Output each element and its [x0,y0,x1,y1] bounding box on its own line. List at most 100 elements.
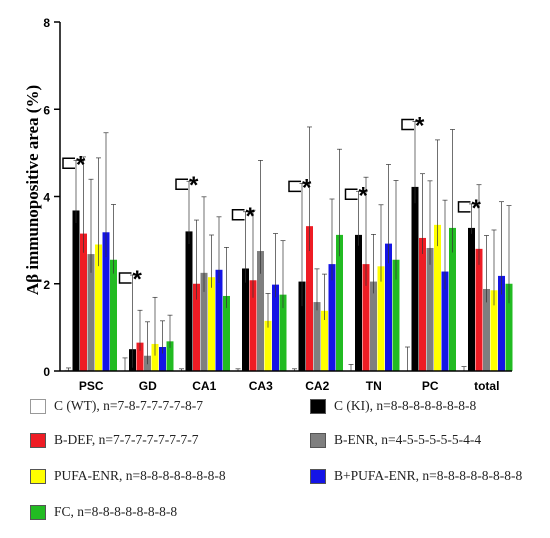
bar [336,234,343,371]
bar [490,290,498,371]
y-tick-label: 6 [43,103,50,117]
y-tick-label: 8 [43,16,50,30]
x-axis: PSC GD CA1 CA3 CA2 TN PC total [60,370,512,393]
bar [306,226,313,371]
significance-bracket [118,272,132,284]
y-tick-label: 0 [43,365,50,379]
bar [72,210,80,371]
bar [377,266,385,371]
y-tick-label: 2 [43,278,50,292]
bar [279,294,287,371]
y-tick-label: 4 [43,191,50,205]
y-axis-title: Aβ immunopositive area (%) [23,85,42,295]
bar [313,302,321,371]
bar [87,254,95,371]
legend-swatch [310,398,326,414]
bar [110,259,117,371]
significance-bracket [288,180,301,193]
bar [166,341,174,371]
significance-star: * [189,172,199,199]
legend: C (WT), n=7-8-7-7-7-7-8-7 C (KI), n=8-8-… [30,396,550,531]
x-tick-label: total [474,379,499,393]
bar [200,272,208,371]
x-tick-label: PSC [79,379,104,393]
legend-label: FC, n=8-8-8-8-8-8-8-8 [54,504,178,519]
bar [498,275,505,371]
legend-item-b-pufa-enr: B+PUFA-ENR, n=8-8-8-8-8-8-8-8 [310,466,522,486]
bar [151,343,159,371]
x-tick-label: TN [366,379,382,393]
bar-chart: 0 2 4 6 8 Aβ immunopositive area (%) * * * * * * *… [23,16,513,393]
bar [355,234,362,371]
bar-group-total: * [457,184,513,371]
bar [80,233,87,371]
significance-bracket [344,188,358,201]
x-tick-label: CA3 [249,379,273,393]
bar [434,224,441,371]
x-tick-label: CA2 [305,379,329,393]
bar [272,284,279,371]
significance-star: * [302,174,312,201]
bar [298,281,306,371]
legend-item-pufa-enr: PUFA-ENR, n=8-8-8-8-8-8-8-8 [30,466,226,486]
bar [426,247,434,371]
bar [505,283,513,371]
legend-label: B-ENR, n=4-5-5-5-5-5-4-4 [334,432,482,447]
significance-bracket [231,209,245,221]
bar-group-tn: * [344,164,400,371]
bar-group-psc: * [62,132,117,372]
bar [449,227,456,371]
bar [95,244,102,371]
bar-group-gd: * [118,266,174,371]
bar [193,283,200,371]
bar-group-ca1: * [175,172,230,371]
legend-item-b-enr: B-ENR, n=4-5-5-5-5-5-4-4 [310,430,481,450]
bar [215,269,223,371]
bar [242,268,249,371]
bar [362,264,370,371]
legend-swatch [310,468,326,484]
bar [370,281,377,371]
bar [102,232,110,371]
legend-item-c-ki: C (KI), n=8-8-8-8-8-8-8-8 [310,396,476,416]
bar-group-pc: * [401,112,456,371]
legend-swatch [30,504,46,520]
bar [264,320,272,371]
legend-label: B-DEF, n=7-7-7-7-7-7-7-7 [54,432,199,447]
bar [483,288,490,371]
bar [419,237,426,371]
bar [392,259,400,371]
bar [185,231,193,371]
legend-swatch [30,468,46,484]
bar-group-ca3: * [231,160,287,371]
bar [411,186,419,371]
significance-star: * [472,195,482,222]
legend-swatch [30,398,46,414]
bar [321,310,328,371]
bar [257,251,264,371]
x-tick-label: CA1 [192,379,216,393]
x-tick-label: PC [422,379,439,393]
bar [385,243,392,371]
bar [136,342,144,371]
bar-group-ca2: * [288,126,343,371]
significance-star: * [359,182,369,209]
legend-label: PUFA-ENR, n=8-8-8-8-8-8-8-8 [54,468,226,483]
bar [223,295,230,371]
bar [441,271,449,371]
significance-star: * [76,151,86,178]
bar [475,248,483,371]
legend-item-fc: FC, n=8-8-8-8-8-8-8-8 [30,502,177,522]
significance-bracket [401,118,414,131]
legend-item-b-def: B-DEF, n=7-7-7-7-7-7-7-7 [30,430,199,450]
legend-label: C (WT), n=7-8-7-7-7-7-8-7 [54,398,203,413]
significance-bracket [62,157,75,170]
significance-bracket [175,178,188,190]
legend-item-c-wt: C (WT), n=7-8-7-7-7-7-8-7 [30,396,203,416]
bar [208,277,215,371]
x-tick-label: GD [139,379,157,393]
significance-star: * [246,203,256,230]
legend-swatch [30,432,46,448]
significance-bracket [457,201,471,213]
legend-label: B+PUFA-ENR, n=8-8-8-8-8-8-8-8 [334,468,523,483]
